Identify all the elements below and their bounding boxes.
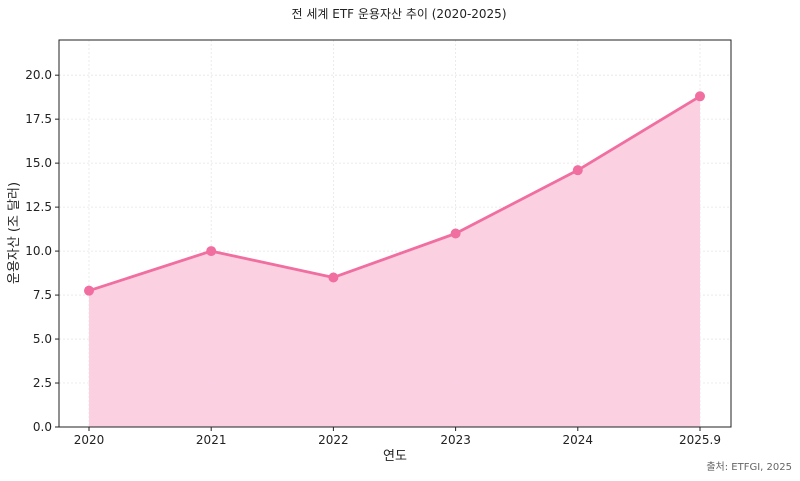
line-layer bbox=[88, 95, 701, 293]
data-point bbox=[206, 246, 217, 257]
y-tick-label: 7.5 bbox=[33, 288, 52, 302]
x-tick-label: 2022 bbox=[318, 433, 349, 447]
data-point bbox=[84, 285, 94, 296]
data-point bbox=[695, 91, 705, 102]
x-ticks: 2020 2021 2022 2023 2024 2025.9 bbox=[74, 427, 721, 447]
x-axis-label: 연도 bbox=[383, 449, 407, 464]
x-tick-label: 2025.9 bbox=[679, 433, 721, 447]
y-tick-label: 10.0 bbox=[25, 244, 52, 258]
y-tick-label: 2.5 bbox=[33, 376, 52, 390]
series-line bbox=[88, 95, 701, 293]
area-fill bbox=[89, 96, 700, 428]
area-layer bbox=[89, 96, 700, 428]
point-layer bbox=[84, 91, 705, 296]
source-note: 출처: ETFGI, 2025 bbox=[706, 461, 792, 473]
y-tick-label: 15.0 bbox=[25, 156, 52, 170]
x-tick-label: 2021 bbox=[196, 433, 227, 447]
y-tick-label: 5.0 bbox=[33, 332, 52, 346]
data-point bbox=[450, 228, 461, 239]
data-point bbox=[328, 272, 339, 283]
x-tick-label: 2020 bbox=[74, 433, 105, 447]
data-point bbox=[572, 165, 583, 176]
y-tick-label: 12.5 bbox=[25, 200, 52, 214]
plot-frame bbox=[58, 39, 732, 428]
x-tick-label: 2023 bbox=[440, 433, 471, 447]
y-tick-label: 17.5 bbox=[25, 112, 52, 126]
y-tick-label: 20.0 bbox=[25, 68, 52, 82]
x-tick-label: 2024 bbox=[563, 433, 594, 447]
y-ticks: 0.0 2.5 5.0 7.5 10.0 12.5 15.0 17.5 20.0 bbox=[25, 68, 59, 434]
y-tick-label: 0.0 bbox=[33, 420, 52, 434]
y-axis-label: 운용자산 (조 달러) bbox=[7, 182, 22, 284]
chart-title: 전 세계 ETF 운용자산 추이 (2020-2025) bbox=[291, 7, 506, 21]
